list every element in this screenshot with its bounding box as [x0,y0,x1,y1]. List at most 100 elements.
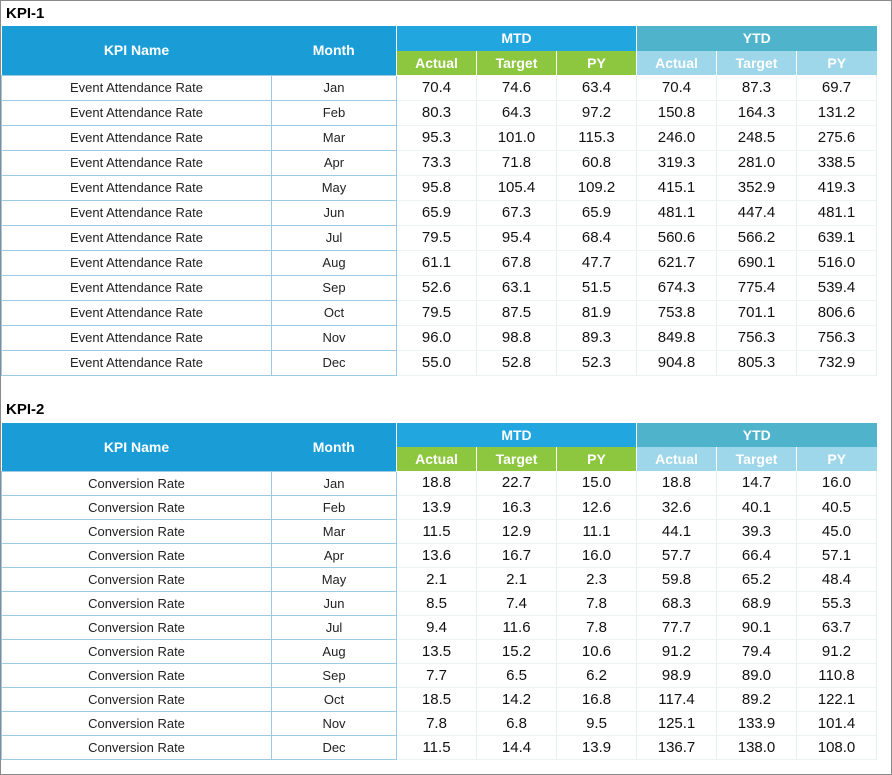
table-cell: 45.0 [796,519,878,544]
table-cell: Aug [271,249,397,276]
column-header: PY [796,447,877,471]
table-cell: Event Attendance Rate [1,249,272,276]
data-row: Conversion Rate Mar 11.5 12.9 11.1 44.1 39.3 45… [1,518,878,544]
column-header: Month [271,26,397,75]
table-cell: 48.4 [796,567,878,592]
table-cell: 95.8 [396,175,477,201]
table-cell: 52.8 [476,350,557,376]
data-row: Event Attendance Rate May 95.8 105.4 109.2 41… [1,174,878,201]
table-cell: 14.4 [476,735,557,760]
table-cell: 16.7 [476,543,557,568]
table-cell: 13.9 [556,735,638,760]
table-cell: 281.0 [716,150,798,176]
table-cell: 319.3 [636,150,718,176]
table-cell: Nov [271,324,397,351]
data-row: Conversion Rate Jun 8.5 7.4 7.8 68.3 68.9 55.3 [1,590,878,616]
table-cell: 516.0 [796,250,878,276]
data-row: Conversion Rate Sep 7.7 6.5 6.2 98.9 89.0 110.8 [1,662,878,688]
table-cell: Dec [271,734,397,760]
table-cell: Apr [271,149,397,176]
column-header: PY [555,50,637,75]
table-cell: 447.4 [716,200,798,226]
table-cell: 79.5 [396,225,477,251]
table-cell: 89.2 [716,687,798,712]
table-cell: 352.9 [716,175,798,201]
table-cell: 136.7 [636,735,718,760]
table-cell: 91.2 [636,639,718,664]
subheader-row: Actual Target PY Actual Target PY [2,447,877,471]
table-cell: 419.3 [796,175,878,201]
table-cell: 7.8 [556,591,638,616]
table-cell: 16.0 [796,471,878,496]
data-row: Event Attendance Rate Apr 73.3 71.8 60.8 319.… [1,149,878,176]
data-row: Conversion Rate May 2.1 2.1 2.3 59.8 65.2 48.4 [1,566,878,592]
table-cell: Conversion Rate [1,494,272,520]
table-cell: 13.5 [396,639,477,664]
table-cell: 164.3 [716,100,798,126]
column-header: Actual [636,447,717,471]
table-cell: Event Attendance Rate [1,299,272,326]
table-cell: Event Attendance Rate [1,99,272,126]
data-row: Conversion Rate Nov 7.8 6.8 9.5 125.1 133.9 101… [1,710,878,736]
header-row: KPI Name Month MTD YTD [1,26,877,75]
table-cell: 338.5 [796,150,878,176]
table-cell: 138.0 [716,735,798,760]
group-header: YTD [636,423,877,447]
table-cell: Event Attendance Rate [1,324,272,351]
table-cell: Event Attendance Rate [1,174,272,201]
table-cell: Conversion Rate [1,470,272,496]
table-cell: 52.3 [556,350,638,376]
table-cell: 57.1 [796,543,878,568]
table-cell: 59.8 [636,567,718,592]
data-row: Event Attendance Rate Aug 61.1 67.8 47.7 621.… [1,249,878,276]
table-cell: 68.9 [716,591,798,616]
data-row: Event Attendance Rate Nov 96.0 98.8 89.3 849.… [1,324,878,351]
data-row: Event Attendance Rate Jun 65.9 67.3 65.9 481.… [1,199,878,226]
table-cell: 55.3 [796,591,878,616]
table-cell: 11.6 [476,615,557,640]
table-cell: May [271,174,397,201]
table-cell: Aug [271,638,397,664]
table-cell: 415.1 [636,175,718,201]
table-cell: 44.1 [636,519,718,544]
table-cell: 55.0 [396,350,477,376]
table-cell: 63.7 [796,615,878,640]
table-cell: 52.6 [396,275,477,301]
table-cell: Jul [271,614,397,640]
table-cell: 97.2 [556,100,638,126]
data-row: Conversion Rate Jul 9.4 11.6 7.8 77.7 90.1 63.7 [1,614,878,640]
table-cell: 68.3 [636,591,718,616]
table-cell: 18.8 [636,471,718,496]
table-cell: 12.6 [556,495,638,520]
table-cell: 2.3 [556,567,638,592]
table-cell: 275.6 [796,125,878,151]
column-header: Actual [396,447,477,471]
table-cell: Oct [271,686,397,712]
table-cell: Event Attendance Rate [1,224,272,251]
column-header: Target [716,50,797,75]
table-cell: 65.9 [556,200,638,226]
table-cell: 96.0 [396,325,477,351]
group-header: MTD [395,423,637,447]
data-row: Conversion Rate Feb 13.9 16.3 12.6 32.6 40.1 40… [1,494,878,520]
kpi-table: KPI Name Month MTD YTD Actual Target PY Actual T… [1,423,878,760]
table-cell: 63.4 [556,75,638,101]
subheader-row: Actual Target PY Actual Target PY [2,50,877,75]
table-cell: 89.3 [556,325,638,351]
table-cell: Event Attendance Rate [1,149,272,176]
group-header: YTD [636,26,877,51]
table-cell: 110.8 [796,663,878,688]
table-cell: 13.6 [396,543,477,568]
table-cell: 95.4 [476,225,557,251]
data-row: Event Attendance Rate Dec 55.0 52.8 52.3 904.… [1,349,878,376]
table-cell: 566.2 [716,225,798,251]
table-cell: 6.8 [476,711,557,736]
table-cell: 2.1 [476,567,557,592]
column-header: Target [716,447,797,471]
table-cell: Oct [271,299,397,326]
table-cell: 51.5 [556,275,638,301]
table-cell: 66.4 [716,543,798,568]
table-cell: 13.9 [396,495,477,520]
table-cell: Dec [271,349,397,376]
